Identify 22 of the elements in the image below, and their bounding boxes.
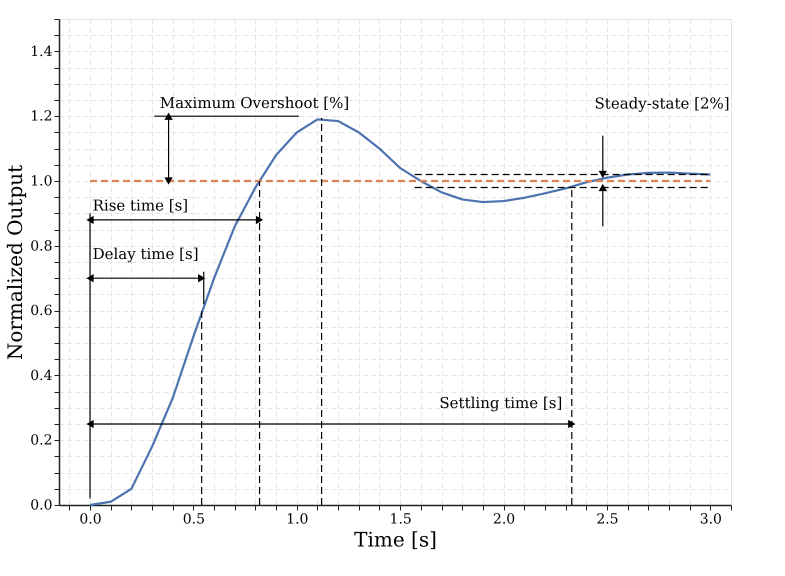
annotation: Delay time [s] bbox=[92, 245, 199, 263]
y-tick-label: 0.6 bbox=[30, 303, 53, 320]
x-tick-label: 3.0 bbox=[700, 512, 722, 528]
x-tick-label: 0.0 bbox=[79, 512, 102, 528]
y-axis-title: Normalized Output bbox=[3, 164, 28, 360]
x-tick-label: 2.0 bbox=[492, 512, 516, 528]
x-tick-label: 1.0 bbox=[286, 512, 308, 528]
y-tick-label: 1.2 bbox=[30, 108, 52, 125]
y-tick-label: 0.2 bbox=[30, 432, 52, 449]
x-tick-label: 2.5 bbox=[596, 512, 619, 528]
x-tick-label: 1.5 bbox=[390, 512, 412, 528]
x-axis-title: Time [s] bbox=[354, 528, 437, 552]
y-tick-label: 0.4 bbox=[30, 368, 53, 384]
annotation: Steady-state [2%] bbox=[594, 94, 730, 112]
y-tick-label: 0.8 bbox=[30, 238, 52, 254]
annotation: Settling time [s] bbox=[439, 394, 562, 412]
y-tick-label: 1.0 bbox=[30, 174, 52, 190]
annotation: Maximum Overshoot [%] bbox=[160, 94, 350, 112]
x-tick-label: 0.5 bbox=[182, 512, 206, 528]
y-tick-label: 0.0 bbox=[30, 498, 52, 514]
y-tick-label: 1.4 bbox=[30, 44, 53, 60]
annotation: Rise time [s] bbox=[92, 196, 188, 214]
